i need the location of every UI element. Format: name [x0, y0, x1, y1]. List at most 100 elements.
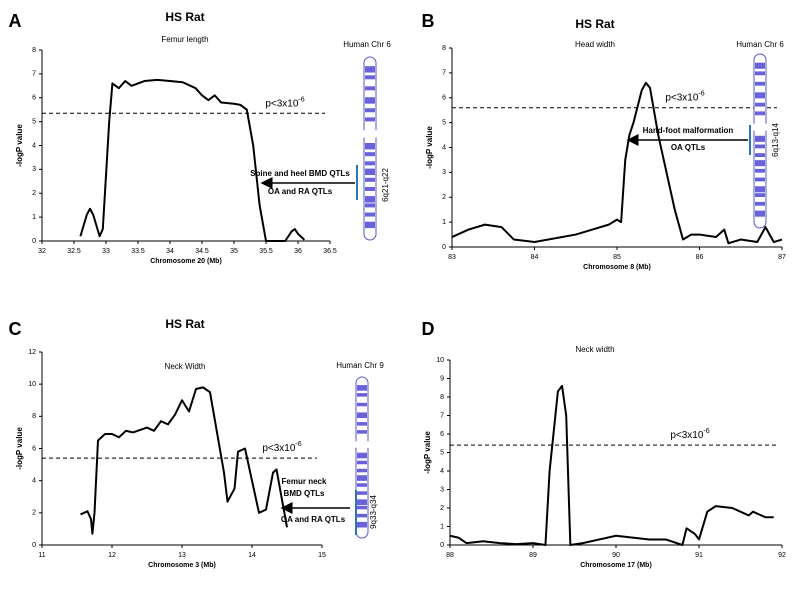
chromosome-band	[755, 111, 765, 116]
chromosome-band	[357, 430, 367, 434]
x-tick-label: 32	[38, 248, 46, 255]
centromere	[753, 123, 756, 131]
chromosome-band	[365, 143, 375, 150]
x-tick-label: 32.5	[67, 248, 81, 255]
threshold-label: p<3x10-6	[670, 428, 709, 441]
x-tick-label: 13	[178, 552, 186, 559]
y-tick-label: 3	[442, 169, 446, 176]
y-tick-label: 3	[32, 166, 36, 173]
chromosome-band	[755, 193, 765, 198]
panel-subtitle: Neck Width	[165, 362, 206, 371]
y-tick-label: 2	[440, 505, 444, 512]
y-tick-label: 0	[442, 244, 446, 251]
y-tick-label: 10	[436, 357, 444, 364]
chromosome-band	[357, 385, 367, 391]
chromosome-band	[365, 168, 375, 176]
y-tick-label: 1	[32, 214, 36, 221]
y-tick-label: 1	[440, 523, 444, 530]
chromosome-band	[365, 203, 375, 208]
y-tick-label: 10	[28, 381, 36, 388]
y-tick-label: 2	[32, 510, 36, 517]
chromosome-band	[755, 153, 765, 158]
x-tick-label: 35	[230, 248, 238, 255]
x-tick-label: 33.5	[131, 248, 145, 255]
qtl-label: OA and RA QTLs	[268, 187, 333, 196]
y-tick-label: 12	[28, 349, 36, 356]
x-tick-label: 83	[448, 254, 456, 261]
chromosome-band	[755, 144, 765, 149]
chromosome-band	[357, 505, 367, 510]
y-tick-label: 5	[442, 119, 446, 126]
panel-letter: C	[9, 319, 22, 339]
chromosome-band	[755, 168, 765, 173]
chromosome-band	[755, 92, 765, 99]
chromosome-band	[357, 521, 367, 528]
chromosome-band	[365, 108, 375, 113]
chromosome-band	[357, 412, 367, 419]
x-tick-label: 89	[529, 552, 537, 559]
y-tick-label: 5	[440, 449, 444, 456]
chromosome-band	[755, 160, 765, 167]
y-tick-label: 4	[442, 144, 446, 151]
y-tick-label: 2	[442, 194, 446, 201]
y-tick-label: 4	[32, 478, 36, 485]
chromosome-band	[357, 402, 367, 407]
chromosome-band	[755, 135, 765, 142]
chromosome-band	[755, 62, 765, 69]
x-axis-label: Chromosome 17 (Mb)	[580, 562, 652, 569]
x-tick-label: 11	[38, 552, 45, 559]
x-tick-label: 86	[696, 254, 704, 261]
centromere	[374, 130, 377, 138]
chromosome-label: Human Chr 9	[336, 361, 384, 370]
data-line	[451, 81, 783, 245]
chromosome-band	[357, 499, 367, 505]
qtl-label: Spine and heel BMD QTLs	[250, 169, 350, 178]
chromosome-band	[357, 513, 367, 518]
y-tick-label: 6	[440, 431, 444, 438]
chromosome-band	[357, 460, 367, 465]
chromosome-band	[755, 71, 765, 76]
panel-title: HS Rat	[165, 317, 204, 331]
panel-letter: A	[9, 11, 22, 31]
threshold-base: p<3x10	[262, 443, 296, 454]
chromosome-label: Human Chr 6	[736, 40, 784, 49]
y-tick-label: 8	[440, 394, 444, 401]
y-tick-label: 2	[32, 190, 36, 197]
y-tick-label: 0	[32, 542, 36, 549]
chromosome-band	[755, 81, 765, 86]
x-axis-label: Chromosome 20 (Mb)	[150, 258, 222, 265]
y-tick-label: 5	[32, 118, 36, 125]
panel-letter: D	[422, 319, 435, 339]
centromere	[366, 441, 369, 448]
chromosome-band	[365, 152, 375, 157]
chromosome-band	[755, 186, 765, 193]
chromosome-band	[755, 177, 765, 182]
threshold-label: p<3x10-6	[262, 441, 301, 454]
threshold-exponent: -6	[298, 96, 304, 103]
y-tick-label: 4	[440, 468, 444, 475]
x-tick-label: 33	[102, 248, 110, 255]
x-tick-label: 84	[531, 254, 539, 261]
y-tick-label: 1	[442, 219, 446, 226]
y-tick-label: 3	[440, 486, 444, 493]
centromere	[355, 441, 358, 448]
chromosome-band	[357, 452, 367, 459]
data-line	[80, 386, 288, 535]
y-tick-label: 8	[32, 413, 36, 420]
band-label: 6q21-q22	[381, 168, 390, 202]
x-tick-label: 15	[318, 552, 326, 559]
chromosome-band	[357, 468, 367, 473]
chromosome-band	[357, 491, 367, 495]
chromosome-band	[357, 393, 367, 397]
y-tick-label: 9	[440, 375, 444, 382]
band-label: 6q13-q14	[771, 123, 780, 157]
qtl-label: OA QTLs	[671, 143, 706, 152]
band-label: 9q33-q34	[369, 495, 378, 529]
x-tick-label: 88	[446, 552, 454, 559]
x-tick-label: 35.5	[259, 248, 273, 255]
y-tick-label: 8	[32, 47, 36, 54]
threshold-exponent: -6	[698, 91, 704, 98]
x-tick-label: 34	[166, 248, 174, 255]
x-tick-label: 85	[613, 254, 621, 261]
threshold-exponent: -6	[703, 428, 709, 435]
